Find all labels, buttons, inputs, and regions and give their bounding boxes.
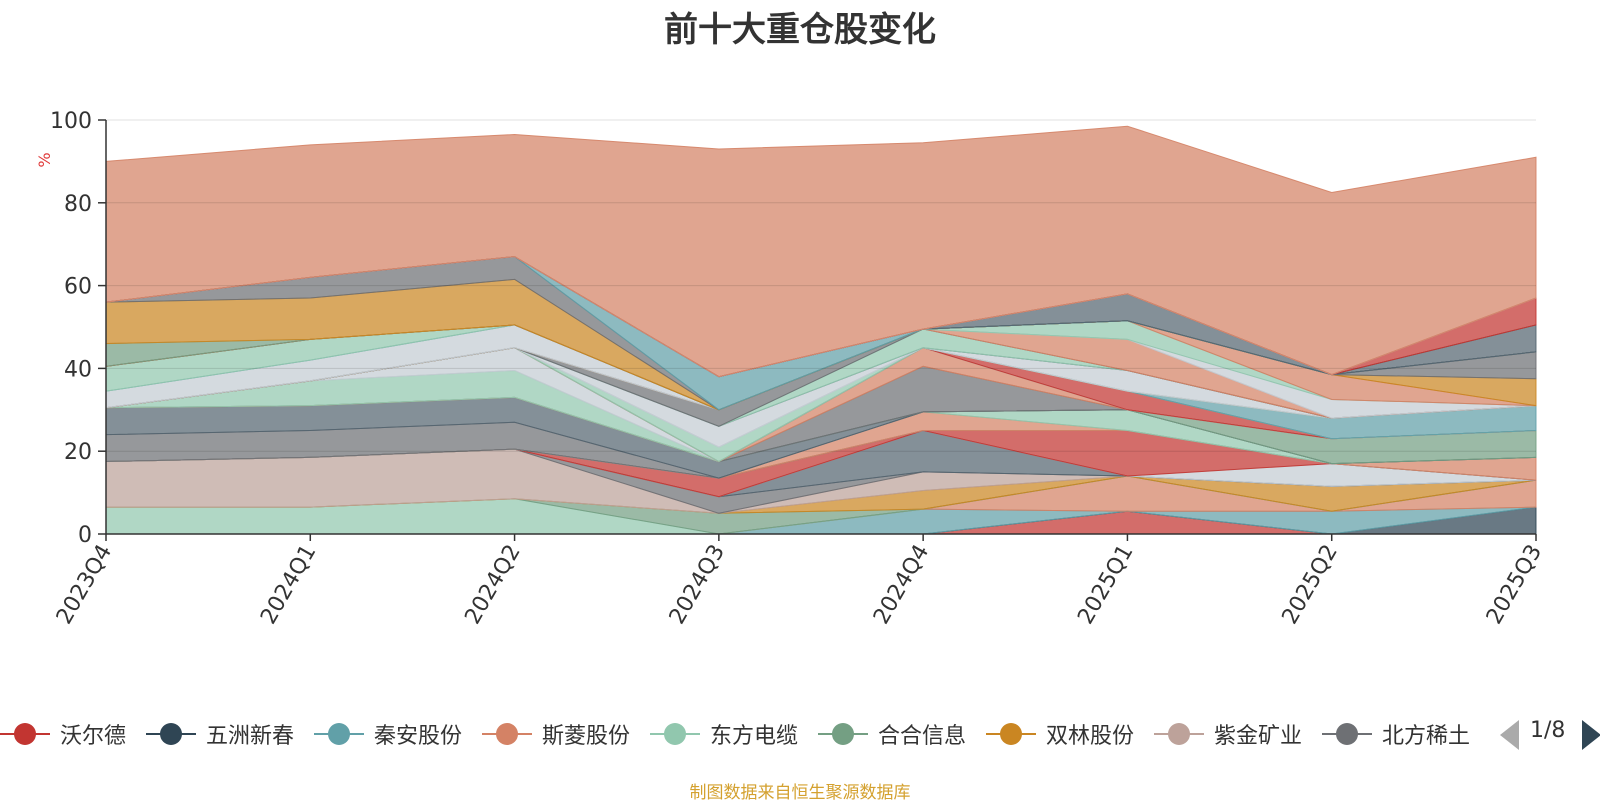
- legend-item-6[interactable]: 合合信息: [818, 712, 966, 756]
- legend-swatch-2: [146, 712, 196, 756]
- legend-label-8: 紫金矿业: [1214, 724, 1303, 749]
- legend-swatch-6: [818, 712, 868, 756]
- legend-label-5: 东方电缆: [710, 724, 799, 749]
- chart-title: 前十大重仓股变化: [664, 10, 936, 50]
- legend-page-indicator: 1/8: [1530, 718, 1566, 743]
- legend-item-1[interactable]: 沃尔德: [0, 712, 126, 756]
- legend-swatch-5: [650, 712, 700, 756]
- y-tick-label-2: 40: [64, 357, 92, 382]
- legend-label-6: 合合信息: [878, 724, 967, 749]
- legend-item-8[interactable]: 紫金矿业: [1154, 712, 1302, 756]
- x-tick-label-6: 2025Q2: [1278, 541, 1343, 629]
- legend-item-3[interactable]: 秦安股份: [314, 712, 462, 756]
- legend-item-2[interactable]: 五洲新春: [146, 712, 294, 756]
- legend-label-4: 斯菱股份: [542, 724, 631, 749]
- legend-item-7[interactable]: 双林股份: [986, 712, 1134, 756]
- y-tick-label-0: 0: [78, 523, 92, 548]
- area-layer: [105, 125, 1537, 535]
- x-tick-label-1: 2024Q1: [256, 541, 321, 629]
- y-tick-label-5: 100: [50, 109, 92, 134]
- legend-label-2: 五洲新春: [206, 724, 295, 749]
- x-tick-label-7: 2025Q3: [1482, 541, 1547, 629]
- legend-pager: 1/8: [1500, 716, 1600, 752]
- legend-prev-arrow-icon[interactable]: [1500, 720, 1519, 750]
- y-axis-label: %: [35, 152, 54, 167]
- legend-label-3: 秦安股份: [374, 724, 463, 749]
- source-note: 制图数据来自恒生聚源数据库: [689, 783, 911, 803]
- legend: 沃尔德 五洲新春 秦安股份 斯菱股份 东方电缆 合合信息 双林股份 紫金矿业 北方稀土: [0, 712, 1500, 756]
- legend-swatch-1: [0, 712, 50, 756]
- x-tick-label-5: 2025Q1: [1073, 541, 1138, 629]
- x-tick-label-2: 2024Q2: [460, 541, 525, 629]
- y-tick-label-4: 80: [64, 192, 92, 217]
- legend-item-4[interactable]: 斯菱股份: [482, 712, 630, 756]
- legend-swatch-3: [314, 712, 364, 756]
- chart-plot: 0 20 40 60 80 100% 2023Q4 2024Q1 2024Q2 2024Q3 202…: [35, 109, 1547, 629]
- area-series-57: [105, 125, 1537, 378]
- x-tick-label-4: 2024Q4: [869, 541, 934, 629]
- legend-swatch-7: [986, 712, 1036, 756]
- grid-layer: [106, 119, 1536, 452]
- x-tick-label-3: 2024Q3: [665, 541, 730, 629]
- legend-label-7: 双林股份: [1046, 724, 1135, 749]
- legend-swatch-4: [482, 712, 532, 756]
- y-tick-label-1: 20: [64, 440, 92, 465]
- legend-swatch-9: [1322, 712, 1372, 756]
- legend-swatch-8: [1154, 712, 1204, 756]
- legend-item-5[interactable]: 东方电缆: [650, 712, 798, 756]
- y-tick-label-3: 60: [64, 275, 92, 300]
- legend-label-1: 沃尔德: [60, 724, 127, 749]
- x-tick-label-0: 2023Q4: [52, 541, 117, 629]
- legend-label-9: 北方稀土: [1382, 724, 1471, 749]
- legend-next-arrow-icon[interactable]: [1582, 720, 1600, 750]
- legend-item-9[interactable]: 北方稀土: [1322, 712, 1470, 756]
